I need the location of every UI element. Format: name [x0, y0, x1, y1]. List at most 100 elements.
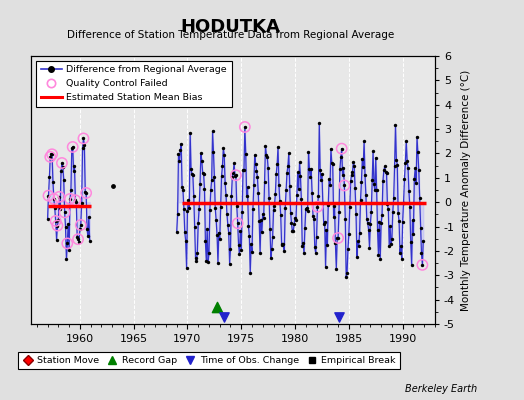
- Point: [323, 242, 332, 248]
- Point: [212, 217, 220, 224]
- Point: [368, 177, 376, 184]
- Point: [390, 163, 399, 170]
- Point: [185, 205, 193, 211]
- Point: [300, 250, 308, 257]
- Point: [263, 154, 271, 160]
- Point: [324, 202, 332, 208]
- Point: [374, 252, 383, 259]
- Point: [417, 224, 425, 231]
- Point: [77, 222, 85, 228]
- Point: [200, 171, 208, 177]
- Point: [45, 192, 53, 199]
- Point: [179, 187, 187, 194]
- Point: [238, 209, 246, 215]
- Point: [309, 213, 317, 219]
- Point: [198, 158, 206, 164]
- Y-axis label: Monthly Temperature Anomaly Difference (°C): Monthly Temperature Anomaly Difference (…: [461, 69, 471, 311]
- Point: [73, 234, 81, 240]
- Point: [414, 166, 423, 173]
- Point: [270, 203, 279, 209]
- Point: [343, 270, 351, 276]
- Point: [285, 150, 293, 156]
- Point: [269, 207, 278, 213]
- Point: [53, 222, 62, 229]
- Point: [187, 166, 195, 172]
- Point: [193, 250, 202, 256]
- Point: [283, 170, 291, 176]
- Point: [385, 242, 394, 249]
- Point: [339, 164, 347, 171]
- Point: [229, 170, 237, 176]
- Point: [209, 128, 217, 134]
- Point: [359, 164, 367, 170]
- Point: [218, 163, 226, 170]
- Point: [296, 173, 304, 179]
- Point: [257, 217, 265, 223]
- Point: [308, 190, 316, 196]
- Text: HODUTKA: HODUTKA: [181, 18, 280, 36]
- Point: [224, 222, 232, 228]
- Point: [322, 227, 331, 233]
- Point: [344, 246, 352, 252]
- Point: [314, 193, 323, 199]
- Point: [318, 171, 326, 177]
- Point: [346, 178, 355, 184]
- Point: [176, 147, 184, 153]
- Point: [272, 171, 280, 177]
- Point: [381, 169, 390, 176]
- Point: [79, 135, 88, 142]
- Point: [337, 146, 346, 152]
- Point: [266, 226, 274, 232]
- Point: [364, 226, 373, 233]
- Point: [49, 179, 57, 186]
- Point: [220, 314, 228, 320]
- Point: [367, 209, 376, 215]
- Point: [74, 236, 82, 242]
- Point: [293, 169, 302, 176]
- Point: [277, 242, 286, 248]
- Point: [190, 193, 198, 199]
- Point: [327, 146, 335, 152]
- Point: [380, 163, 389, 170]
- Point: [364, 220, 372, 226]
- Point: [66, 196, 74, 202]
- Point: [241, 124, 249, 130]
- Point: [77, 222, 85, 228]
- Point: [407, 239, 415, 245]
- Point: [273, 161, 281, 167]
- Point: [389, 194, 398, 201]
- Point: [311, 244, 319, 251]
- Point: [46, 154, 54, 160]
- Point: [234, 242, 243, 248]
- Point: [391, 122, 400, 128]
- Point: [210, 174, 219, 180]
- Point: [342, 274, 351, 280]
- Point: [252, 160, 260, 167]
- Point: [365, 244, 374, 251]
- Point: [419, 238, 428, 244]
- Point: [398, 219, 407, 225]
- Point: [181, 229, 189, 236]
- Point: [243, 193, 251, 200]
- Point: [234, 220, 242, 226]
- Point: [82, 190, 90, 196]
- Point: [363, 216, 371, 222]
- Point: [311, 250, 320, 256]
- Point: [398, 256, 406, 262]
- Point: [340, 182, 348, 189]
- Point: [274, 144, 282, 150]
- Point: [59, 164, 67, 170]
- Point: [248, 248, 256, 255]
- Point: [345, 231, 353, 238]
- Point: [215, 229, 223, 236]
- Point: [241, 124, 249, 130]
- Point: [348, 169, 357, 175]
- Point: [307, 166, 315, 173]
- Point: [196, 150, 205, 157]
- Point: [79, 135, 88, 142]
- Point: [302, 205, 310, 212]
- Point: [82, 190, 90, 196]
- Point: [233, 203, 241, 209]
- Point: [377, 220, 385, 226]
- Point: [58, 160, 66, 166]
